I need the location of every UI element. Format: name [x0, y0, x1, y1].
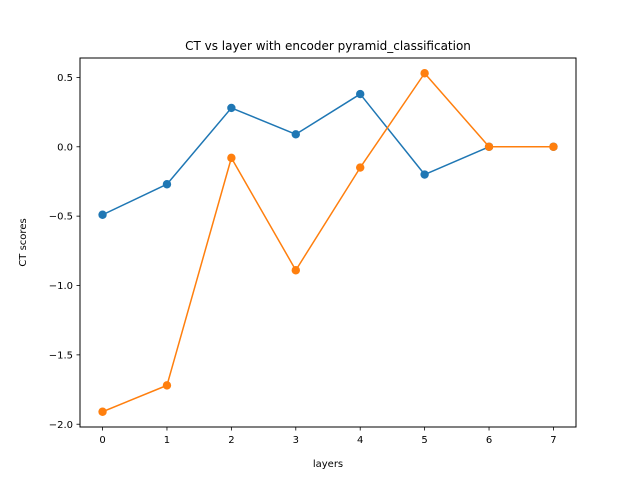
- chart-title: CT vs layer with encoder pyramid_classif…: [185, 39, 471, 53]
- series-1-point: [356, 89, 365, 99]
- y-tick-label: 0.5: [57, 73, 73, 84]
- y-tick-label: −1.5: [49, 350, 73, 361]
- x-tick-label: 2: [228, 435, 234, 446]
- series-1-point: [162, 180, 172, 189]
- series-2-point: [98, 407, 107, 416]
- x-tick-label: 4: [357, 435, 363, 446]
- y-axis-ticks: 0.5 0.0 −0.5 −1.0 −1.5 −2.0: [49, 73, 80, 431]
- series-1-point: [98, 210, 107, 219]
- y-tick-label: 0.0: [57, 142, 73, 153]
- y-tick-label: −1.0: [49, 281, 73, 292]
- x-tick-label: 1: [164, 435, 170, 446]
- x-axis-label: layers: [313, 459, 343, 470]
- x-axis-ticks: 0 1 2 3 4 5 6 7: [99, 427, 557, 446]
- y-tick-label: −2.0: [49, 420, 73, 431]
- series-1-point: [291, 130, 300, 139]
- series-2-point: [484, 142, 494, 151]
- series-2-point: [356, 163, 365, 172]
- x-tick-label: 3: [293, 435, 299, 446]
- series-2-point: [162, 381, 172, 390]
- series-1-line: [101, 93, 555, 216]
- series-2-line: [101, 72, 555, 413]
- series-layer: [98, 69, 558, 416]
- x-tick-label: 6: [486, 435, 492, 446]
- series-2-point: [227, 153, 236, 163]
- y-tick-label: −0.5: [49, 212, 73, 223]
- y-axis-label: CT scores: [18, 218, 29, 266]
- series-2-point: [291, 266, 300, 275]
- series-1-point: [227, 103, 236, 113]
- x-tick-label: 0: [99, 435, 105, 446]
- series-1-point: [420, 170, 429, 179]
- x-tick-label: 5: [421, 435, 427, 446]
- series-2-point: [420, 69, 429, 78]
- x-tick-label: 7: [550, 435, 556, 446]
- plot-area-frame: [79, 57, 577, 428]
- series-2-point: [549, 142, 558, 151]
